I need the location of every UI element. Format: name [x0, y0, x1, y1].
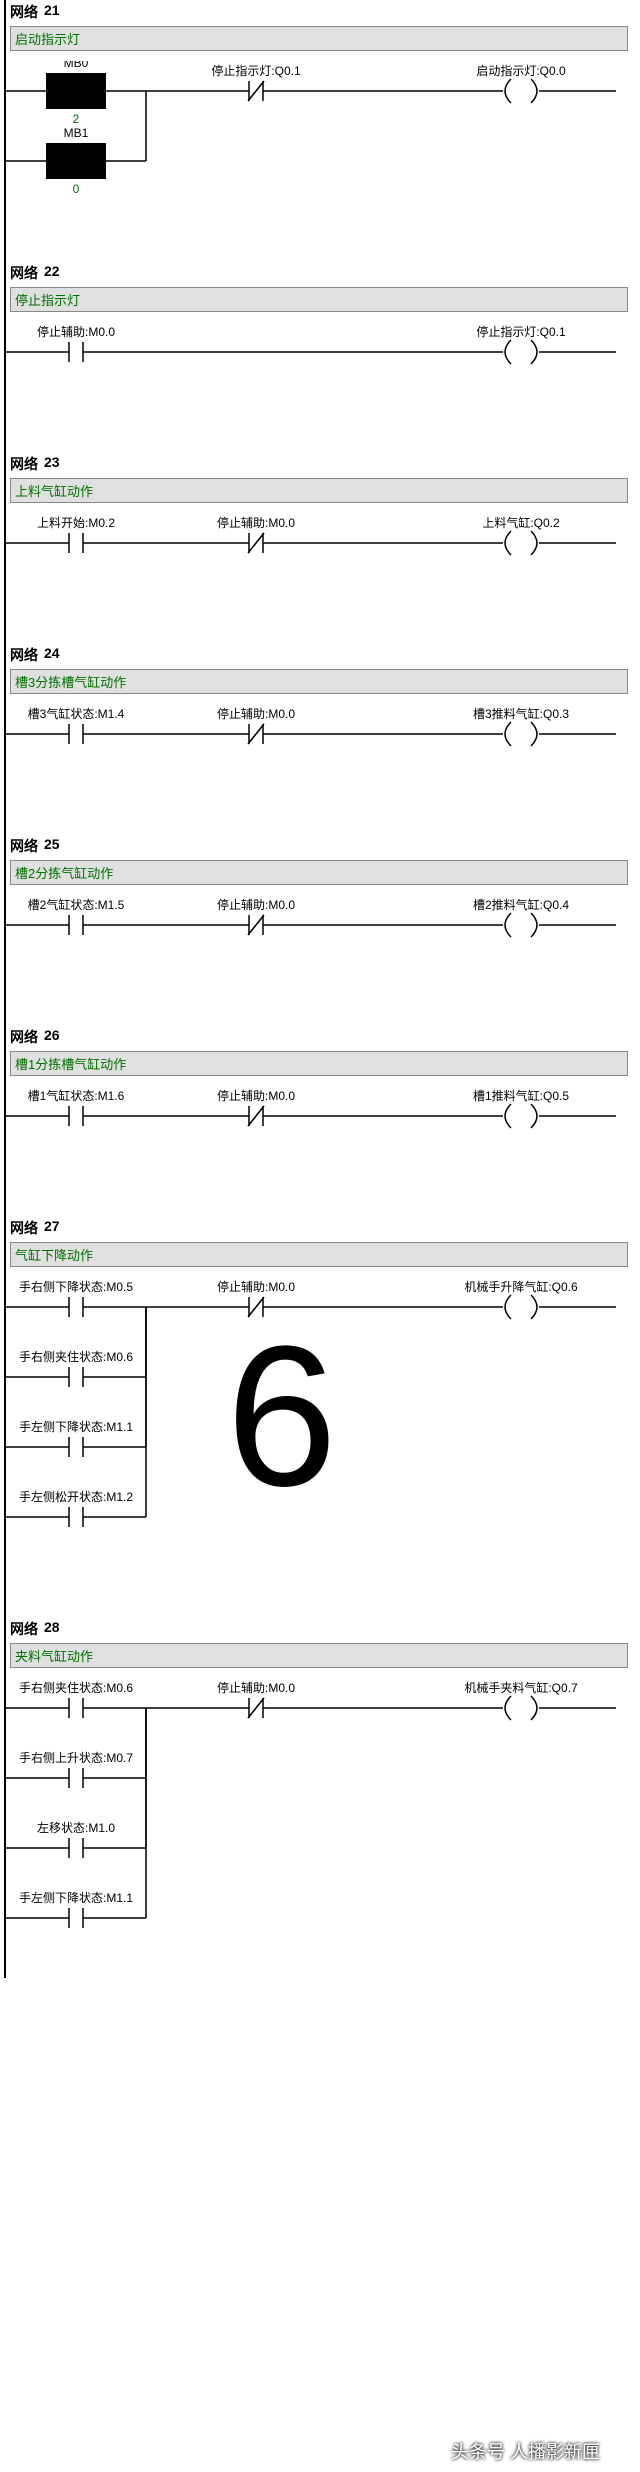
svg-text:停止辅助:M0.0: 停止辅助:M0.0 [37, 324, 115, 339]
ladder-rung: 停止辅助:M0.0 停止指示灯:Q0.1 [6, 322, 632, 412]
network-comment-bar: 启动指示灯 [10, 26, 628, 51]
ladder-svg: 手右侧下降状态:M0.5 停止辅助:M0.0 机械手升降气缸:Q0.6 手右侧夹住状态… [6, 1277, 626, 1577]
network-comment-bar: 槽2分拣气缸动作 [10, 860, 628, 885]
network-comment-bar: 槽1分拣槽气缸动作 [10, 1051, 628, 1076]
svg-text:停止辅助:M0.0: 停止辅助:M0.0 [217, 897, 295, 912]
ladder-svg: 槽3气缸状态:M1.4 停止辅助:M0.0 槽3推料气缸:Q0.3 [6, 704, 626, 794]
footer-watermark: 头条号 人播影新匣 [451, 2438, 600, 2464]
ladder-svg: 手右侧夹住状态:M0.6 停止辅助:M0.0 机械手夹料气缸:Q0.7 手右侧上升状态… [6, 1678, 626, 1978]
ladder-rung: 手右侧夹住状态:M0.6 停止辅助:M0.0 机械手夹料气缸:Q0.7 手右侧上升状态… [6, 1678, 632, 1978]
network-number: 22 [44, 263, 60, 283]
svg-text:手右侧上升状态:M0.7: 手右侧上升状态:M0.7 [19, 1750, 133, 1765]
ladder-rung: 槽2气缸状态:M1.5 停止辅助:M0.0 槽2推料气缸:Q0.4 [6, 895, 632, 985]
network-comment: 上料气缸动作 [15, 484, 93, 499]
ladder-svg: 上料开始:M0.2 停止辅助:M0.0 上料气缸:Q0.2 [6, 513, 626, 603]
svg-text:槽3气缸状态:M1.4: 槽3气缸状态:M1.4 [28, 706, 125, 721]
svg-text:MB1: MB1 [64, 126, 89, 140]
network-comment: 槽3分拣槽气缸动作 [15, 675, 126, 690]
network-header: 网络 28 [6, 1617, 632, 1641]
network-header: 网络 22 [6, 261, 632, 285]
svg-text:停止辅助:M0.0: 停止辅助:M0.0 [217, 706, 295, 721]
svg-text:手右侧夹住状态:M0.6: 手右侧夹住状态:M0.6 [19, 1349, 133, 1364]
network: 网络 21 启动指示灯 >=B MB0 2 停止指示灯:Q0.1 启动指示灯:Q0.0 >B MB… [6, 0, 632, 221]
network-label: 网络 [10, 263, 38, 283]
network-header: 网络 27 [6, 1216, 632, 1240]
ladder-svg: 停止辅助:M0.0 停止指示灯:Q0.1 [6, 322, 626, 412]
svg-text:停止辅助:M0.0: 停止辅助:M0.0 [217, 1088, 295, 1103]
network-comment-bar: 夹料气缸动作 [10, 1643, 628, 1668]
svg-text:手右侧夹住状态:M0.6: 手右侧夹住状态:M0.6 [19, 1680, 133, 1695]
network-comment-bar: 上料气缸动作 [10, 478, 628, 503]
network: 网络 26 槽1分拣槽气缸动作槽1气缸状态:M1.6 停止辅助:M0.0 槽1推料气缸:… [6, 1025, 632, 1176]
svg-text:停止辅助:M0.0: 停止辅助:M0.0 [217, 1279, 295, 1294]
svg-text:启动指示灯:Q0.0: 启动指示灯:Q0.0 [476, 63, 566, 78]
ladder-rung: 槽3气缸状态:M1.4 停止辅助:M0.0 槽3推料气缸:Q0.3 [6, 704, 632, 794]
network-header: 网络 23 [6, 452, 632, 476]
svg-text:机械手升降气缸:Q0.6: 机械手升降气缸:Q0.6 [464, 1279, 578, 1294]
svg-text:槽2推料气缸:Q0.4: 槽2推料气缸:Q0.4 [473, 897, 569, 912]
network-label: 网络 [10, 2, 38, 22]
network-comment: 启动指示灯 [15, 32, 80, 47]
network-comment: 槽1分拣槽气缸动作 [15, 1057, 126, 1072]
svg-text:停止指示灯:Q0.1: 停止指示灯:Q0.1 [211, 63, 301, 78]
svg-text:槽3推料气缸:Q0.3: 槽3推料气缸:Q0.3 [473, 706, 569, 721]
network-comment: 槽2分拣气缸动作 [15, 866, 113, 881]
svg-text:槽1推料气缸:Q0.5: 槽1推料气缸:Q0.5 [473, 1088, 569, 1103]
svg-text:2: 2 [73, 112, 80, 126]
svg-text:停止辅助:M0.0: 停止辅助:M0.0 [217, 1680, 295, 1695]
svg-text:0: 0 [73, 182, 80, 196]
network-comment: 气缸下降动作 [15, 1248, 93, 1263]
svg-text:机械手夹料气缸:Q0.7: 机械手夹料气缸:Q0.7 [464, 1680, 578, 1695]
ladder-rung: 上料开始:M0.2 停止辅助:M0.0 上料气缸:Q0.2 [6, 513, 632, 603]
network-number: 24 [44, 645, 60, 665]
network-label: 网络 [10, 1218, 38, 1238]
svg-text:手左侧下降状态:M1.1: 手左侧下降状态:M1.1 [19, 1419, 133, 1434]
network-comment-bar: 槽3分拣槽气缸动作 [10, 669, 628, 694]
svg-text:左移状态:M1.0: 左移状态:M1.0 [37, 1820, 115, 1835]
network-number: 23 [44, 454, 60, 474]
network-label: 网络 [10, 1619, 38, 1639]
svg-text:手左侧下降状态:M1.1: 手左侧下降状态:M1.1 [19, 1890, 133, 1905]
svg-text:>B: >B [68, 154, 83, 168]
ladder-svg: >=B MB0 2 停止指示灯:Q0.1 启动指示灯:Q0.0 >B MB1 0 [6, 61, 626, 221]
ladder-rung: >=B MB0 2 停止指示灯:Q0.1 启动指示灯:Q0.0 >B MB1 0 [6, 61, 632, 221]
network: 网络 25 槽2分拣气缸动作槽2气缸状态:M1.5 停止辅助:M0.0 槽2推料气缸:Q… [6, 834, 632, 985]
network-label: 网络 [10, 454, 38, 474]
svg-text:停止辅助:M0.0: 停止辅助:M0.0 [217, 515, 295, 530]
network-header: 网络 25 [6, 834, 632, 858]
svg-text:手左侧松开状态:M1.2: 手左侧松开状态:M1.2 [19, 1489, 133, 1504]
svg-text:停止指示灯:Q0.1: 停止指示灯:Q0.1 [476, 324, 566, 339]
svg-text:MB0: MB0 [64, 61, 89, 70]
svg-text:上料气缸:Q0.2: 上料气缸:Q0.2 [482, 515, 560, 530]
network: 网络 23 上料气缸动作上料开始:M0.2 停止辅助:M0.0 上料气缸:Q0.2 [6, 452, 632, 603]
ladder-rung: 手右侧下降状态:M0.5 停止辅助:M0.0 机械手升降气缸:Q0.6 手右侧夹住状态… [6, 1277, 632, 1577]
ladder-rung: 槽1气缸状态:M1.6 停止辅助:M0.0 槽1推料气缸:Q0.5 [6, 1086, 632, 1176]
ladder-svg: 槽2气缸状态:M1.5 停止辅助:M0.0 槽2推料气缸:Q0.4 [6, 895, 626, 985]
network-label: 网络 [10, 836, 38, 856]
svg-text:手右侧下降状态:M0.5: 手右侧下降状态:M0.5 [19, 1279, 133, 1294]
network-number: 28 [44, 1619, 60, 1639]
network: 网络 27 气缸下降动作手右侧下降状态:M0.5 停止辅助:M0.0 机械手升降气缸:Q… [6, 1216, 632, 1577]
network-number: 25 [44, 836, 60, 856]
network-header: 网络 26 [6, 1025, 632, 1049]
network-label: 网络 [10, 645, 38, 665]
network: 网络 24 槽3分拣槽气缸动作槽3气缸状态:M1.4 停止辅助:M0.0 槽3推料气缸:… [6, 643, 632, 794]
network-number: 26 [44, 1027, 60, 1047]
network-number: 21 [44, 2, 60, 22]
network-comment-bar: 气缸下降动作 [10, 1242, 628, 1267]
ladder-svg: 槽1气缸状态:M1.6 停止辅助:M0.0 槽1推料气缸:Q0.5 [6, 1086, 626, 1176]
network: 网络 22 停止指示灯停止辅助:M0.0 停止指示灯:Q0.1 [6, 261, 632, 412]
svg-text:上料开始:M0.2: 上料开始:M0.2 [37, 516, 115, 530]
network-number: 27 [44, 1218, 60, 1238]
svg-text:槽2气缸状态:M1.5: 槽2气缸状态:M1.5 [28, 897, 125, 912]
network-comment-bar: 停止指示灯 [10, 287, 628, 312]
network: 网络 28 夹料气缸动作手右侧夹住状态:M0.6 停止辅助:M0.0 机械手夹料气缸:Q… [6, 1617, 632, 1978]
svg-text:>=B: >=B [65, 84, 87, 98]
network-comment: 夹料气缸动作 [15, 1649, 93, 1664]
svg-text:槽1气缸状态:M1.6: 槽1气缸状态:M1.6 [28, 1088, 125, 1103]
network-comment: 停止指示灯 [15, 293, 80, 308]
network-header: 网络 24 [6, 643, 632, 667]
network-header: 网络 21 [6, 0, 632, 24]
network-label: 网络 [10, 1027, 38, 1047]
